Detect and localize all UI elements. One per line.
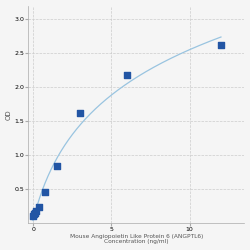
- Y-axis label: OD: OD: [6, 109, 12, 120]
- Point: [34, 208, 38, 212]
- Point: [31, 214, 35, 218]
- Point: [32, 212, 36, 216]
- Point: [78, 111, 82, 115]
- Point: [54, 164, 58, 168]
- Point: [125, 73, 129, 77]
- X-axis label: Mouse Angiopoietin Like Protein 6 (ANGPTL6)
Concentration (ng/ml): Mouse Angiopoietin Like Protein 6 (ANGPT…: [70, 234, 203, 244]
- Point: [37, 205, 41, 209]
- Point: [32, 210, 36, 214]
- Point: [43, 190, 47, 194]
- Point: [219, 43, 223, 47]
